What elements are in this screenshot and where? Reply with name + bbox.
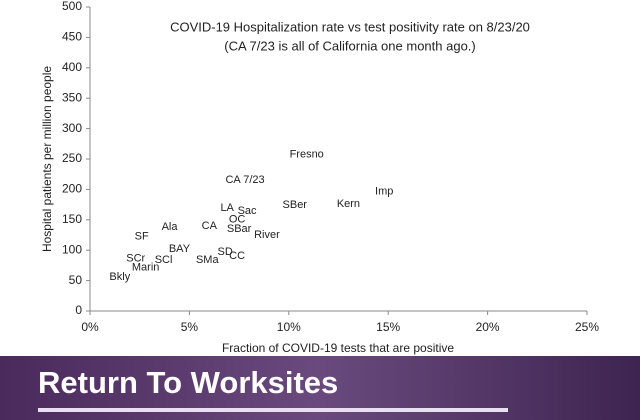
y-tick-label: 450 [62,30,82,44]
x-tick-label: 25% [575,320,599,334]
point-label: CA [202,220,218,232]
point-label: Bkly [109,271,130,283]
point-label: River [254,229,280,241]
point-label: Marin [132,262,160,274]
banner-title: Return To Worksites [38,365,338,400]
y-tick-label: 100 [62,242,82,256]
point-label: Fresno [290,149,324,161]
point-label: SD [218,246,233,258]
y-tick-label: 350 [62,90,82,104]
x-tick-label: 10% [277,320,301,334]
point-label: SMa [196,254,220,266]
x-tick-label: 20% [476,320,500,334]
point-label: CC [229,250,245,262]
point-label: SCl [155,254,173,266]
y-tick-label: 500 [62,0,82,13]
point-label: SBar [227,223,252,235]
y-tick-label: 200 [62,182,82,196]
chart-title: COVID-19 Hospitalization rate vs test po… [170,19,530,34]
point-label: SCr [126,253,145,265]
banner-underline [38,408,508,412]
point-label: SF [135,231,149,243]
point-label: CA 7/23 [225,174,264,186]
point-label: SBer [283,199,308,211]
y-axis-label: Hospital patients per million people [40,66,54,252]
point-label: Kern [337,198,360,210]
y-tick-label: 50 [69,273,83,287]
point-label: BAY [169,243,191,255]
x-axis-label: Fraction of COVID-19 tests that are posi… [222,341,454,355]
point-label: OC [229,214,246,226]
y-tick-label: 250 [62,151,82,165]
point-label: Imp [375,186,393,198]
y-tick-label: 300 [62,121,82,135]
x-tick-label: 5% [181,320,199,334]
y-tick-label: 150 [62,212,82,226]
x-tick-label: 15% [376,320,400,334]
y-tick-label: 400 [62,60,82,74]
point-label: Ala [162,221,179,233]
chart-subtitle: (CA 7/23 is all of California one month … [224,38,475,53]
point-label: Sac [238,205,257,217]
y-tick-label: 0 [75,303,82,317]
point-label: LA [220,202,234,214]
x-tick-label: 0% [81,320,99,334]
